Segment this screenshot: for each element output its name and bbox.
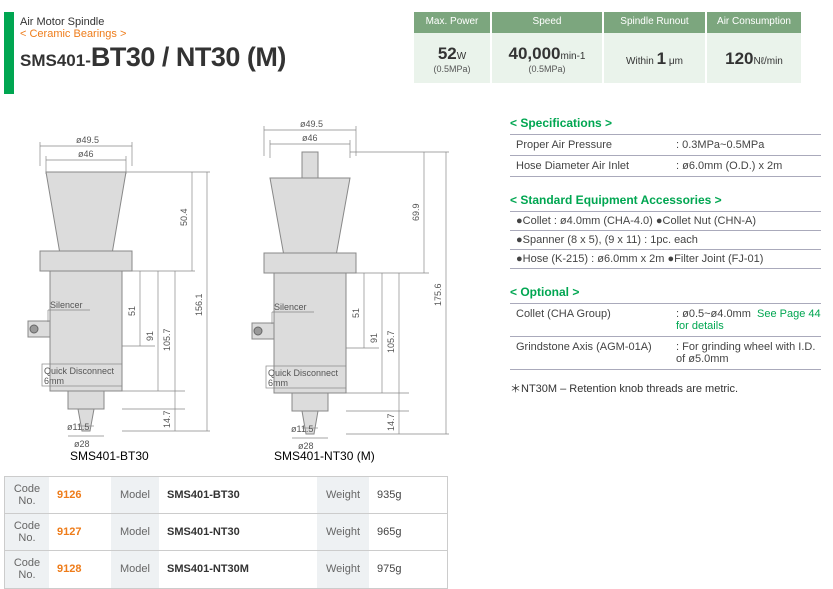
dim-105_7-r: 105.7 [386,330,396,353]
page: Air Motor Spindle < Ceramic Bearings > S… [0,0,833,589]
specbox-speed: Speed 40,000min-1 (0.5MPa) [490,12,602,83]
section-title-opt: < Optional > [510,285,821,299]
dim-91-r: 91 [369,333,379,343]
dim-d46: ø46 [78,149,94,159]
right-spec-column: < Specifications > Proper Air Pressure :… [504,116,821,466]
dim-d28: ø28 [74,439,90,449]
spec-boxes: Max. Power 52W (0.5MPa) Speed 40,000min-… [412,12,821,94]
spec-rows: Proper Air Pressure : 0.3MPa~0.5MPa Hose… [510,134,821,177]
dim-d11_5-r: ø11.5 [291,424,313,434]
code-table: Code No. 9126 Model SMS401-BT30 Weight 9… [4,476,448,589]
th-code: Code No. [5,514,49,550]
td-weight: 965g [369,514,447,550]
dim-50_4: 50.4 [179,208,189,226]
dim-51-r: 51 [351,308,361,318]
table-row: Code No. 9126 Model SMS401-BT30 Weight 9… [5,477,447,514]
specbox-air: Air Consumption 120Nℓ/min [705,12,801,83]
specbox-runout-value: Within 1 μm [604,33,705,83]
opt-row: Collet (CHA Group) : ø0.5~ø4.0mm See Pag… [510,303,821,336]
th-model: Model [111,514,159,550]
spec-val: : ø6.0mm (O.D.) x 2m [676,160,821,172]
td-weight: 975g [369,551,447,587]
drawing-label-left: SMS401-BT30 [70,449,149,463]
td-code: 9126 [49,477,111,513]
th-code: Code No. [5,551,49,587]
accessory-list: ●Collet : ø4.0mm (CHA-4.0) ●Collet Nut (… [510,211,821,269]
th-weight: Weight [317,551,369,587]
dim-175_6: 175.6 [433,283,443,306]
specbox-power: Max. Power 52W (0.5MPa) [412,12,490,83]
spec-row: Hose Diameter Air Inlet : ø6.0mm (O.D.) … [510,155,821,177]
footnote: ＊NT30M – Retention knob threads are metr… [510,380,821,396]
ceramic-bearings-label: < Ceramic Bearings > [20,28,286,40]
model-main: BT30 / NT30 (M) [91,42,286,72]
opt-val: : For grinding wheel with I.D. of ø5.0mm [676,341,821,365]
model-name: SMS401-BT30 / NT30 (M) [20,42,286,73]
th-weight: Weight [317,514,369,550]
section-title-specs: < Specifications > [510,116,821,130]
specbox-speed-title: Speed [492,12,602,33]
dim-69_9: 69.9 [411,203,421,221]
specbox-runout-title: Spindle Runout [604,12,705,33]
header-row: Air Motor Spindle < Ceramic Bearings > S… [4,12,821,94]
opt-key: Collet (CHA Group) [516,308,676,332]
dim-14_7: 14.7 [162,410,172,428]
td-code: 9127 [49,514,111,550]
green-accent-bar [4,12,14,94]
dim-91: 91 [145,331,155,341]
th-code: Code No. [5,477,49,513]
td-code: 9128 [49,551,111,587]
label-qdv-r: 6mm [268,378,288,388]
th-model: Model [111,551,159,587]
drawing-label-right: SMS401-NT30 (M) [274,449,375,463]
technical-drawings: ø49.5 ø46 ø11.5 ø28 [4,116,504,466]
dim-d46-r: ø46 [302,133,318,143]
th-model: Model [111,477,159,513]
supertitle: Air Motor Spindle [20,16,286,28]
dim-d11_5: ø11.5 [67,422,89,432]
section-title-std: < Standard Equipment Accessories > [510,193,821,207]
label-silencer-r: Silencer [274,302,307,312]
label-qd: Quick Disconnect [44,366,115,376]
specbox-air-title: Air Consumption [707,12,801,33]
specbox-runout: Spindle Runout Within 1 μm [602,12,705,83]
model-prefix: SMS401- [20,51,91,70]
middle-row: ø49.5 ø46 ø11.5 ø28 [4,116,821,466]
specbox-speed-value: 40,000min-1 (0.5MPa) [492,33,602,83]
header-title-block: Air Motor Spindle < Ceramic Bearings > S… [4,12,412,94]
opt-val: : ø0.5~ø4.0mm See Page 44 for details [676,308,821,332]
td-model: SMS401-NT30M [159,551,317,587]
table-row: Code No. 9127 Model SMS401-NT30 Weight 9… [5,514,447,551]
opt-key: Grindstone Axis (AGM-01A) [516,341,676,365]
dim-156_1: 156.1 [194,293,204,316]
dim-14_7-r: 14.7 [386,413,396,431]
opt-rows: Collet (CHA Group) : ø0.5~ø4.0mm See Pag… [510,303,821,370]
spec-key: Hose Diameter Air Inlet [516,160,676,172]
dim-d49_5-r: ø49.5 [300,119,323,129]
specbox-power-title: Max. Power [414,12,490,33]
title-text: Air Motor Spindle < Ceramic Bearings > S… [20,12,286,94]
accessory-item: ●Spanner (8 x 5), (9 x 11) : 1pc. each [510,231,821,250]
table-row: Code No. 9128 Model SMS401-NT30M Weight … [5,551,447,587]
drawing-nt30: ø49.5 ø46 ø11.5 ø28 [234,116,474,466]
opt-row: Grindstone Axis (AGM-01A) : For grinding… [510,336,821,370]
accessory-item: ●Collet : ø4.0mm (CHA-4.0) ●Collet Nut (… [510,211,821,231]
td-model: SMS401-NT30 [159,514,317,550]
dim-105_7: 105.7 [162,328,172,351]
specbox-air-value: 120Nℓ/min [707,33,801,83]
label-qd-r: Quick Disconnect [268,368,339,378]
td-weight: 935g [369,477,447,513]
dim-51: 51 [127,306,137,316]
label-qdv: 6mm [44,376,64,386]
td-model: SMS401-BT30 [159,477,317,513]
dim-d49_5: ø49.5 [76,135,99,145]
spec-row: Proper Air Pressure : 0.3MPa~0.5MPa [510,134,821,155]
spec-val: : 0.3MPa~0.5MPa [676,139,821,151]
spec-key: Proper Air Pressure [516,139,676,151]
label-silencer: Silencer [50,300,83,310]
specbox-power-value: 52W (0.5MPa) [414,33,490,83]
th-weight: Weight [317,477,369,513]
accessory-item: ●Hose (K-215) : ø6.0mm x 2m ●Filter Join… [510,250,821,269]
drawing-bt30: ø49.5 ø46 ø11.5 ø28 [10,116,220,466]
